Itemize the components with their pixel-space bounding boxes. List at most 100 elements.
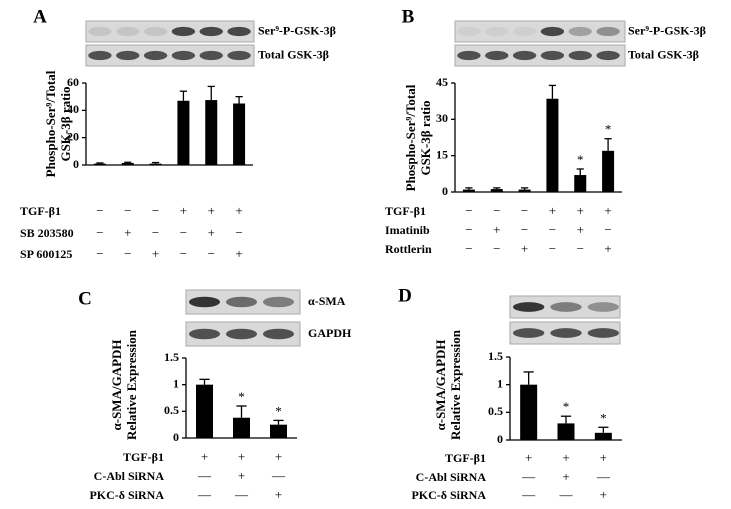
- condition-sign: −: [235, 225, 242, 240]
- y-tick-label: 60: [67, 75, 79, 89]
- condition-sign: +: [577, 203, 584, 218]
- blot-band: [227, 26, 251, 37]
- y-axis-label: Relative Expression: [448, 329, 463, 440]
- condition-sign: −: [465, 222, 472, 237]
- bar: [149, 163, 162, 165]
- blot-band: [512, 302, 545, 312]
- condition-label: PKC-δ SiRNA: [411, 488, 486, 502]
- bar: [574, 175, 587, 192]
- blot-band: [262, 328, 295, 340]
- blot-band: [457, 50, 481, 61]
- condition-sign: +: [238, 468, 245, 483]
- condition-sign: −: [465, 203, 472, 218]
- condition-sign: +: [604, 203, 611, 218]
- blot-band: [199, 26, 223, 37]
- bar: [462, 189, 475, 192]
- blot-label: Ser⁹-P-GSK-3β: [258, 23, 336, 37]
- y-axis-label: α-SMA/GAPDH: [109, 339, 124, 430]
- blot-band: [171, 50, 196, 61]
- condition-label: SB 203580: [20, 226, 74, 240]
- condition-sign: +: [562, 450, 569, 465]
- panel-letter: D: [398, 285, 412, 306]
- bar: [490, 189, 503, 192]
- y-tick-label: 45: [436, 75, 448, 89]
- condition-sign: −: [549, 241, 556, 256]
- condition-sign: −: [493, 241, 500, 256]
- condition-sign: −: [521, 222, 528, 237]
- blot-band: [188, 296, 221, 308]
- condition-sign: —: [521, 469, 536, 484]
- condition-sign: −: [124, 203, 131, 218]
- y-tick-label: 30: [436, 111, 448, 125]
- blot-label: Total GSK-3β: [258, 47, 329, 61]
- y-tick-label: 0.5: [488, 404, 503, 418]
- blot-band: [568, 50, 592, 61]
- condition-sign: −: [180, 225, 187, 240]
- blot-band: [88, 26, 112, 37]
- blot-strip: [85, 20, 255, 43]
- condition-sign: +: [275, 449, 282, 464]
- blot-band: [587, 302, 620, 312]
- blot-band: [457, 26, 481, 37]
- condition-sign: −: [152, 203, 159, 218]
- panel-letter: C: [78, 288, 92, 309]
- condition-sign: −: [180, 246, 187, 261]
- blot-label: Ser⁹-P-GSK-3β: [628, 23, 706, 37]
- condition-sign: —: [596, 469, 611, 484]
- condition-sign: −: [208, 246, 215, 261]
- condition-sign: −: [521, 203, 528, 218]
- blot-label: GAPDH: [308, 326, 352, 340]
- condition-label: Rottlerin: [385, 242, 432, 256]
- bar: [520, 384, 538, 440]
- condition-label: PKC-δ SiRNA: [89, 488, 164, 502]
- bar: [93, 163, 106, 165]
- blot-band: [596, 50, 620, 61]
- condition-sign: —: [234, 487, 249, 502]
- y-tick-label: 40: [67, 102, 79, 116]
- significance-mark: *: [275, 403, 282, 418]
- condition-sign: +: [201, 449, 208, 464]
- significance-mark: *: [563, 399, 570, 414]
- condition-sign: —: [197, 487, 212, 502]
- condition-label: TGF-β1: [20, 204, 61, 218]
- condition-sign: +: [208, 225, 215, 240]
- y-axis-label: α-SMA/GAPDH: [433, 339, 448, 430]
- condition-sign: −: [152, 225, 159, 240]
- bar: [205, 100, 218, 165]
- condition-sign: −: [549, 222, 556, 237]
- condition-sign: +: [562, 469, 569, 484]
- blot-band: [143, 26, 168, 37]
- blot-band: [568, 26, 592, 37]
- blot-band: [512, 328, 545, 338]
- condition-sign: +: [521, 241, 528, 256]
- condition-sign: +: [525, 450, 532, 465]
- bar: [546, 98, 559, 192]
- blot-band: [88, 50, 112, 61]
- condition-label: TGF-β1: [123, 450, 164, 464]
- condition-sign: +: [235, 203, 242, 218]
- condition-sign: −: [577, 241, 584, 256]
- bar: [518, 189, 531, 192]
- blot-band: [171, 26, 196, 37]
- condition-sign: —: [521, 487, 536, 502]
- blot-band: [116, 26, 140, 37]
- condition-sign: +: [600, 450, 607, 465]
- y-axis-label: Relative Expression: [124, 329, 139, 440]
- y-tick-label: 1: [497, 376, 503, 390]
- y-axis-label: GSK-3β ratio: [58, 86, 73, 161]
- blot-band: [512, 26, 537, 37]
- blot-band: [540, 26, 565, 37]
- blot-strip: [85, 44, 255, 67]
- condition-sign: −: [465, 241, 472, 256]
- y-tick-label: 0.5: [164, 403, 179, 417]
- significance-mark: *: [238, 389, 245, 404]
- blot-band: [587, 328, 620, 338]
- y-tick-label: 0: [497, 432, 503, 446]
- y-tick-label: 1.5: [164, 350, 179, 364]
- panel-letter: B: [402, 6, 415, 27]
- bar: [594, 432, 612, 440]
- y-axis-label: Phospho-Ser⁹/Total: [403, 84, 418, 191]
- blot-band: [188, 328, 221, 340]
- condition-sign: —: [559, 487, 574, 502]
